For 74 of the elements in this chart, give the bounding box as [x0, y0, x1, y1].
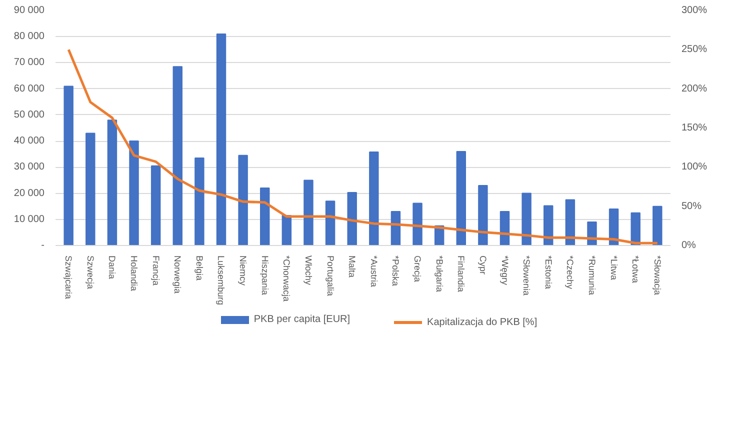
y2-tick-label: 100% — [682, 162, 708, 173]
bar — [456, 151, 466, 246]
bar — [216, 34, 226, 246]
x-tick-label: *Polska — [390, 256, 401, 286]
x-tick-label: Malta — [347, 256, 358, 278]
x-tick-label: *Estonia — [543, 256, 554, 290]
bar — [544, 205, 554, 246]
y-tick-label: 60 000 — [14, 83, 45, 94]
legend-label: Kapitalizacja do PKB [%] — [427, 316, 538, 330]
x-tick-label: Hiszpania — [260, 256, 270, 296]
bar — [325, 200, 336, 246]
bar — [194, 158, 204, 246]
x-tick-label: *Słowenia — [522, 256, 532, 296]
y-tick-label: 40 000 — [14, 136, 45, 147]
bar — [86, 132, 96, 246]
x-tick-label: Finlandia — [456, 256, 466, 292]
bar — [369, 152, 379, 246]
x-tick-label: Norwegia — [172, 256, 183, 294]
bar — [129, 140, 139, 246]
x-tick-label: Francja — [150, 256, 161, 286]
x-tick-label: *Rumunia — [586, 256, 597, 296]
bar — [500, 211, 510, 246]
x-tick-label: *Węgry — [500, 256, 510, 286]
x-tick-label: *Słowacja — [652, 256, 662, 296]
y-tick-label: - — [41, 240, 45, 251]
bar — [107, 120, 118, 246]
bar — [652, 206, 662, 246]
legend-label: PKB per capita [EUR] — [254, 313, 350, 327]
bar — [565, 199, 576, 246]
y-tick-label: 80 000 — [14, 31, 45, 42]
y-tick-label: 20 000 — [14, 188, 45, 199]
y2-tick-label: 150% — [682, 122, 708, 134]
y2-tick-label: 0% — [682, 240, 696, 251]
y2-tick-label: 300% — [682, 5, 708, 16]
y-tick-label: 30 000 — [14, 162, 45, 173]
bar — [150, 165, 161, 246]
y2-tick-label: 50% — [682, 200, 702, 212]
y-tick-label: 70 000 — [14, 57, 45, 68]
y2-tick-label: 200% — [682, 83, 708, 94]
y-tick-label: 10 000 — [14, 214, 45, 225]
bar — [608, 208, 619, 246]
x-tick-label: Luksemburg — [216, 256, 226, 306]
x-tick-label: Grecja — [412, 256, 423, 282]
y-tick-label: 90 000 — [14, 5, 45, 16]
x-tick-label: Szwecja — [85, 256, 96, 290]
bar — [172, 66, 182, 246]
bar — [630, 212, 640, 246]
bar — [282, 214, 292, 246]
bar — [478, 184, 488, 246]
bar — [304, 180, 314, 246]
x-tick-label: Holandia — [129, 256, 140, 292]
x-tick-label: Szwajcaria — [64, 256, 74, 300]
bar — [412, 202, 422, 246]
x-tick-label: Portugalia — [325, 256, 336, 296]
y2-tick-label: 250% — [682, 44, 708, 56]
bar — [347, 192, 357, 246]
bar — [260, 188, 270, 246]
line-series — [67, 48, 659, 244]
x-tick-label: Dania — [107, 256, 118, 280]
x-tick-label: *Łotwa — [630, 256, 641, 284]
x-tick-label: *Bułgaria — [434, 256, 444, 292]
x-tick-label: Belgia — [194, 256, 204, 281]
x-tick-label: *Chorwacja — [282, 256, 292, 302]
x-tick-label: Niemcy — [238, 256, 248, 286]
bar — [522, 192, 532, 246]
x-tick-label: *Austria — [368, 256, 379, 288]
x-tick-label: *Czechy — [565, 256, 576, 290]
y-tick-label: 50 000 — [14, 109, 45, 120]
x-tick-label: *Litwa — [608, 256, 619, 280]
x-tick-label: Włochy — [303, 256, 314, 286]
bar — [64, 86, 74, 246]
bar — [390, 211, 401, 246]
x-tick-label: Cypr — [478, 256, 488, 275]
bar — [238, 154, 248, 246]
